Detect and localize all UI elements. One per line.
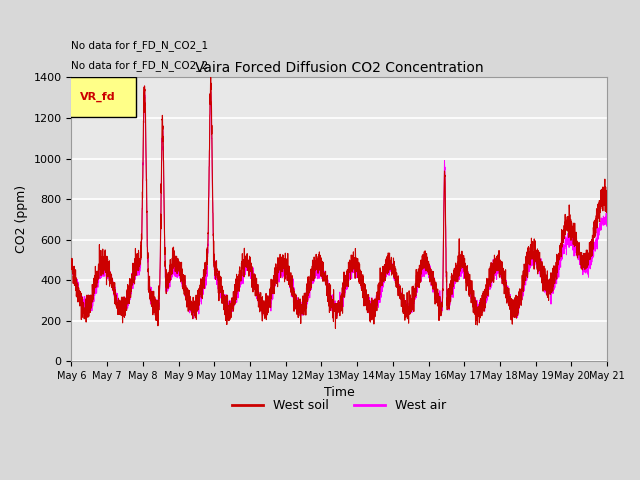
West soil — [604, 195, 611, 201]
West air — [457, 264, 465, 270]
FancyBboxPatch shape — [61, 77, 136, 117]
West soil — [322, 282, 330, 288]
Text: No data for f_FD_N_CO2_1: No data for f_FD_N_CO2_1 — [72, 41, 209, 51]
X-axis label: Time: Time — [324, 386, 355, 399]
West soil — [292, 303, 300, 309]
Legend: West soil, West air: West soil, West air — [227, 394, 451, 417]
West soil — [332, 325, 339, 331]
West air — [68, 265, 76, 271]
West air — [190, 315, 198, 321]
West air — [297, 310, 305, 315]
West air — [604, 213, 611, 219]
West soil — [297, 302, 305, 308]
West soil — [587, 253, 595, 259]
Title: Vaira Forced Diffusion CO2 Concentration: Vaira Forced Diffusion CO2 Concentration — [195, 61, 484, 75]
West air — [141, 84, 148, 89]
Text: No data for f_FD_N_CO2_2: No data for f_FD_N_CO2_2 — [72, 60, 209, 72]
West soil — [561, 230, 568, 236]
West soil — [68, 261, 76, 266]
Line: West air: West air — [72, 86, 607, 318]
West soil — [457, 266, 465, 272]
West air — [561, 244, 568, 250]
Line: West soil: West soil — [72, 77, 607, 328]
Text: VR_fd: VR_fd — [81, 92, 116, 102]
Y-axis label: CO2 (ppm): CO2 (ppm) — [15, 185, 28, 253]
West air — [293, 299, 301, 305]
West air — [587, 257, 595, 263]
West soil — [207, 74, 214, 80]
West air — [323, 275, 330, 281]
